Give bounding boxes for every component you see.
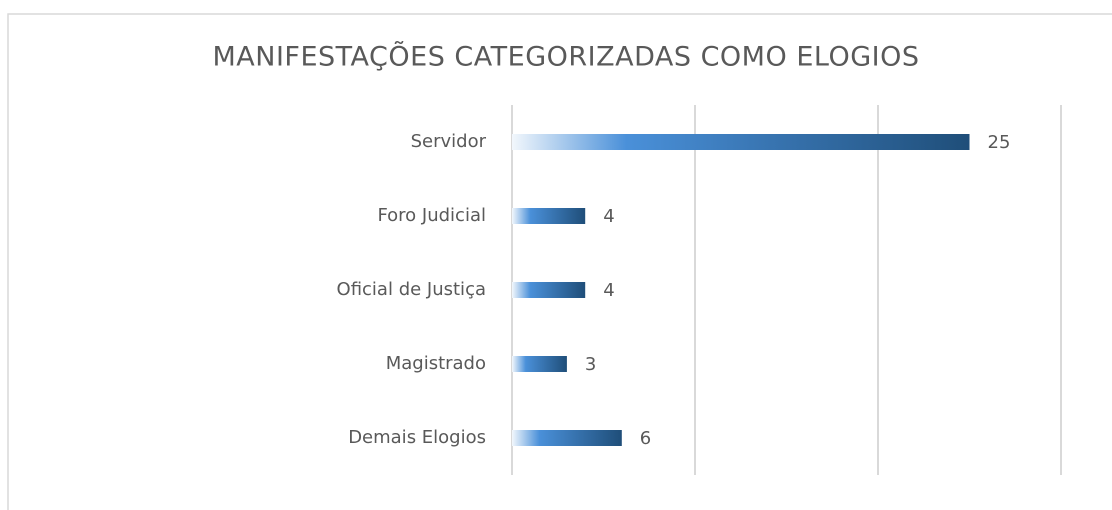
y-tick-label: Foro Judicial [377,205,486,226]
data-label: 4 [603,206,614,227]
data-label: 25 [988,132,1011,153]
data-label: 3 [585,354,596,375]
bar [512,282,586,298]
y-tick-label: Servidor [411,131,487,152]
y-tick-label: Demais Elogios [348,427,486,448]
y-tick-label: Magistrado [386,353,486,374]
data-label: 4 [603,280,614,301]
bar [512,356,567,372]
chart-title: MANIFESTAÇÕES CATEGORIZADAS COMO ELOGIOS [213,41,920,73]
y-tick-label: Oficial de Justiça [337,279,486,300]
chart-frame [7,13,1112,510]
bar [512,134,970,150]
bar [512,208,586,224]
bar [512,430,622,446]
data-label: 6 [640,428,651,449]
